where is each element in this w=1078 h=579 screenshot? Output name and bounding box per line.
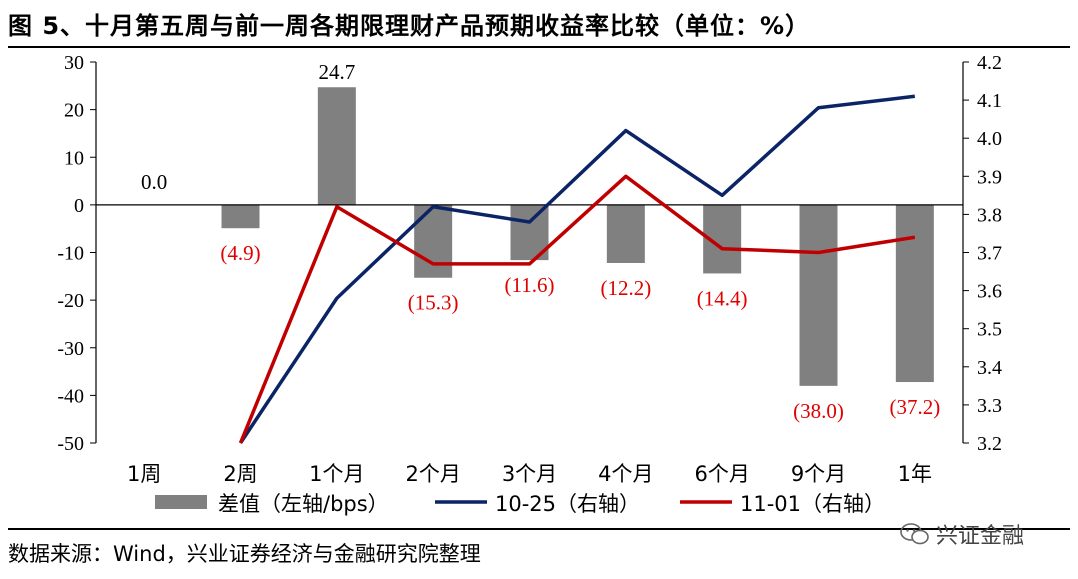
left-tick-label: -50	[57, 433, 84, 455]
category-label: 4个月	[598, 462, 653, 486]
lines-layer	[238, 94, 916, 444]
labels-layer: 0.0 (4.9) 24.7 (15.3) (11.6) (12.2) (14.4) (38.…	[141, 60, 940, 423]
right-tick-label: 3.6	[977, 281, 1002, 303]
legend-swatch-bar	[155, 495, 207, 509]
category-label: 1个月	[309, 462, 364, 486]
watermark: 兴证金融	[900, 518, 1024, 550]
left-tick-label: 30	[64, 52, 84, 74]
right-tick-label: 3.9	[977, 166, 1002, 188]
right-tick-label: 4.0	[977, 128, 1002, 150]
title-divider	[8, 46, 1070, 48]
right-tick-label: 3.2	[977, 433, 1002, 455]
line-series-10-25	[239, 94, 916, 444]
category-label: 6个月	[694, 462, 749, 486]
bar-2个月	[414, 204, 453, 278]
bars-layer	[221, 87, 934, 386]
wechat-icon	[900, 523, 929, 545]
left-tick-label: 10	[64, 147, 84, 169]
data-label: (12.2)	[600, 276, 651, 300]
category-label: 9个月	[791, 462, 846, 486]
category-label: 1周	[127, 462, 161, 486]
right-tick-label: 3.8	[977, 204, 1002, 226]
data-label: (15.3)	[408, 291, 459, 315]
bar-1个月	[317, 87, 356, 205]
chart-canvas: 30 20 10 0 -10 -20 -30 -40 -50 4.2 4.1 4.0 3.9 3.8 3.7…	[57, 52, 1002, 516]
right-tick-label: 4.2	[977, 52, 1002, 74]
source-note: 数据来源：Wind，兴业证券经济与金融研究院整理	[8, 542, 481, 566]
watermark-text: 兴证金融	[936, 524, 1025, 549]
bar-9个月	[799, 204, 838, 386]
left-tick-label: -20	[57, 290, 84, 312]
data-label: (37.2)	[889, 395, 940, 419]
left-tick-label: -40	[57, 385, 84, 407]
data-label: 24.7	[318, 60, 355, 84]
legend-label-bar: 差值（左轴/bps）	[218, 492, 389, 516]
right-tick-label: 3.7	[977, 243, 1002, 265]
data-label: (38.0)	[793, 399, 844, 423]
axes-layer: 30 20 10 0 -10 -20 -30 -40 -50 4.2 4.1 4.0 3.9 3.8 3.7…	[57, 52, 1002, 486]
legend-label-11-01: 11-01（右轴）	[740, 492, 885, 516]
left-tick-label: -10	[57, 243, 84, 265]
category-label: 1年	[898, 462, 932, 486]
right-tick-label: 3.3	[977, 395, 1002, 417]
right-tick-label: 4.1	[977, 90, 1002, 112]
data-label: 0.0	[141, 170, 167, 194]
category-label: 2个月	[405, 462, 460, 486]
line-series-11-01	[238, 174, 916, 444]
data-label: (4.9)	[220, 241, 260, 265]
legend-label-10-25: 10-25（右轴）	[495, 492, 640, 516]
left-tick-label: 20	[64, 100, 84, 122]
category-label: 3个月	[502, 462, 557, 486]
right-tick-label: 3.5	[977, 319, 1002, 341]
data-label: (11.6)	[505, 273, 555, 297]
data-label: (14.4)	[697, 286, 748, 310]
bar-1年	[895, 204, 934, 383]
legend: 差值（左轴/bps） 10-25（右轴） 11-01（右轴）	[155, 492, 885, 516]
left-tick-label: 0	[74, 195, 84, 217]
source-divider	[8, 528, 1070, 530]
bar-4个月	[606, 204, 645, 263]
bar-2周	[221, 204, 260, 229]
category-label: 2周	[223, 462, 257, 486]
left-tick-label: -30	[57, 338, 84, 360]
chart-title: 图 5、十月第五周与前一周各期限理财产品预期收益率比较（单位：%）	[8, 12, 811, 40]
right-tick-label: 3.4	[977, 357, 1002, 379]
